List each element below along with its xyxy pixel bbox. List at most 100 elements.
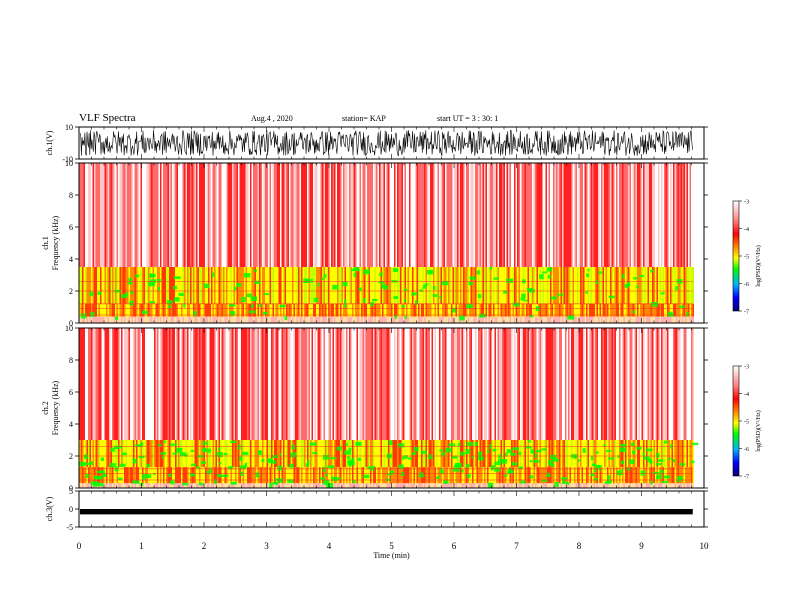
ch1-spectrogram-col [85, 163, 87, 267]
ch1-spectrogram-col [514, 303, 516, 317]
ch1-spectrogram-col [223, 303, 225, 317]
ch1-spectrogram-col [557, 267, 559, 304]
ch1-spectrogram-col [682, 303, 684, 317]
ch2-spectrogram-speck [506, 449, 512, 453]
ch2-spectrogram-speck [217, 473, 222, 478]
ch2-spectrogram-col [410, 467, 412, 484]
ch1-spectrogram-col [332, 303, 334, 317]
ch2-spectrogram-col [382, 467, 384, 484]
ch2-spectrogram-col [614, 440, 616, 468]
ch1-spectrogram-col [388, 316, 390, 323]
ch1-spectrogram-col [209, 316, 211, 323]
ch1-spectrogram-col [649, 267, 651, 304]
ch1-spectrogram-col [263, 163, 265, 267]
ch2-spectrogram-col [206, 328, 208, 440]
ch1-spectrogram-speck [679, 305, 685, 308]
ch2-spectrogram-col [130, 483, 132, 488]
ch1-spectrogram-col [640, 303, 642, 317]
ch1-spectrogram-col [686, 303, 688, 317]
ch1-spectrogram-col [355, 267, 357, 304]
ch1-spectrogram-col [127, 163, 129, 267]
ch1-spectrogram-speck [650, 269, 654, 273]
ch2-spectrogram-col [116, 440, 118, 468]
ch2-spectrogram-col [452, 483, 454, 488]
ch1-spectrogram-col [295, 303, 297, 317]
ch2-spectrogram-col [538, 440, 540, 468]
ch2-spectrogram-col [526, 467, 528, 484]
ch2-spectrogram-col [305, 467, 307, 484]
ch2-spectrogram-col [247, 328, 249, 440]
ch2-spectrogram-col [580, 483, 582, 488]
ch1-spectrogram-col [373, 163, 375, 267]
ch1-spectrogram-col [266, 316, 268, 323]
ch2-spectrogram-col [277, 467, 279, 484]
ch1-spectrogram-col [673, 267, 675, 304]
ch2-spectrogram-col [610, 483, 612, 488]
ch2-spectrogram-col [235, 440, 237, 468]
ch1-spectrogram-col [448, 316, 450, 323]
ch1-spectrogram-col [547, 267, 549, 304]
ch1-spectrogram-col [221, 163, 223, 267]
ch2-spectrogram-speck [287, 479, 294, 483]
ch1-spectrogram-col [94, 316, 96, 323]
ch2-spectrogram-col [560, 467, 562, 484]
ch2-spectrogram-col [325, 328, 327, 440]
ch2-spectrogram-col [322, 467, 324, 484]
ch2-spectrogram-col [307, 467, 309, 484]
ch2-spectrogram-col [173, 467, 175, 484]
ch1-spectrogram-col [673, 163, 675, 267]
ch2-spectrogram-col [196, 440, 198, 468]
ch2-spectrogram-speck [79, 461, 86, 467]
ch2-spectrogram-col [566, 483, 568, 488]
ch2-spectrogram-col [202, 440, 204, 468]
ch1-spectrogram-col [592, 267, 594, 304]
ch2-spectrogram-col [92, 440, 94, 468]
ch1-spectrogram-col [442, 316, 444, 323]
ch1-spectrogram-col [119, 316, 121, 323]
ch2-spectrogram-speck [142, 473, 147, 478]
ch2-spectrogram-col [307, 483, 309, 488]
ch1-spectrogram-col [608, 163, 610, 267]
ch1-spec-y-tick-label: 6 [69, 223, 73, 232]
ch1-spectrogram-col [173, 303, 175, 317]
ch1-spectrogram-col [391, 163, 393, 267]
ch2-spectrogram-col [496, 328, 498, 440]
ch2-spec-y-tick-label: 8 [69, 356, 73, 365]
ch2-spectrogram-col [286, 483, 288, 488]
ch1-spectrogram-col [476, 163, 478, 267]
ch1-spectrogram-col [650, 303, 652, 317]
ch1-spectrogram-col [308, 267, 310, 304]
ch1-spectrogram-col [418, 316, 420, 323]
ch2-spectrogram-col [296, 467, 298, 484]
ch2-spectrogram-col [430, 328, 432, 440]
ch2-spectrogram-col [493, 440, 495, 468]
ch1-spectrogram-col [466, 303, 468, 317]
ch2-spectrogram-col [310, 467, 312, 484]
ch1-spectrogram-speck [284, 316, 288, 320]
ch1-spectrogram-col [199, 316, 201, 323]
ch2-spectrogram-speck [398, 464, 404, 470]
ch1-spectrogram-col [439, 303, 441, 317]
ch1-spectrogram-col [640, 163, 642, 267]
ch2-spectrogram-col [446, 483, 448, 488]
ch2-spectrogram-col [533, 467, 535, 484]
ch1-spectrogram-col [98, 267, 100, 304]
ch2-spectrogram-col [647, 467, 649, 484]
ch2-spectrogram-col [148, 483, 150, 488]
ch2-spectrogram-col [688, 483, 690, 488]
ch2-spectrogram-col [598, 467, 600, 484]
ch2-spectrogram-speck [217, 447, 221, 451]
ch2-spectrogram-col [265, 467, 267, 484]
ch2-spectrogram-col [622, 483, 624, 488]
ch2-spectrogram-col [436, 440, 438, 468]
ch2-spectrogram-col [476, 467, 478, 484]
ch2-spectrogram-col [605, 440, 607, 468]
ch2-spectrogram-col [607, 328, 609, 440]
ch2-spectrogram-speck [593, 478, 598, 481]
ch1-spectrogram-col [110, 163, 112, 267]
ch1-spectrogram-col [167, 267, 169, 304]
ch2-spectrogram-col [452, 467, 454, 484]
ch1-spectrogram-col [124, 267, 126, 304]
ch1-spectrogram-col [653, 163, 655, 267]
ch2-spectrogram-speck [199, 482, 203, 486]
